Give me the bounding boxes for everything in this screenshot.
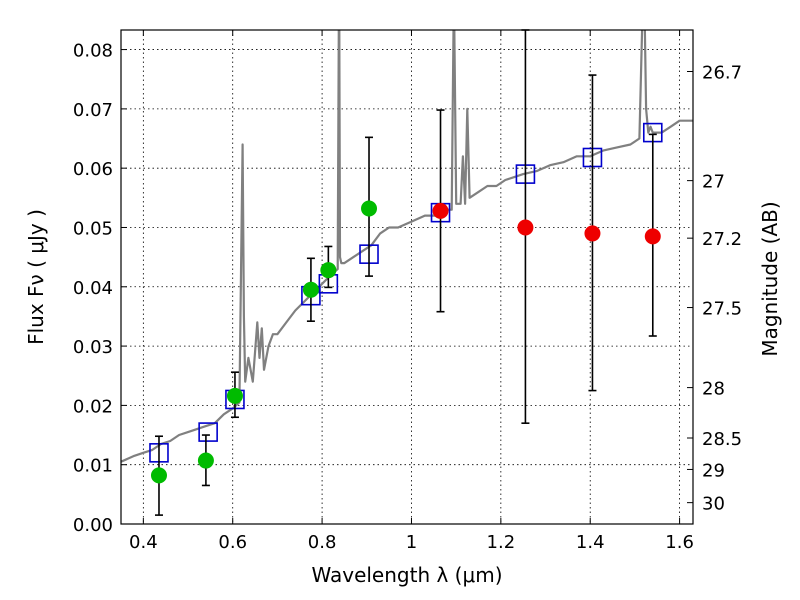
x-tick-label: 0.6 [218,532,247,553]
x-tick-label: 0.8 [308,532,337,553]
measured-flux-point [302,281,319,298]
magnitude-axis-label: Magnitude (AB) [758,201,782,356]
measured-flux-point [226,387,243,404]
y-axis-label: Flux Fν ( μJy ) [24,209,48,345]
mag-tick-label: 26.7 [702,63,742,84]
y-tick-label: 0.06 [73,159,113,180]
mag-tick-label: 28.5 [702,429,742,450]
measured-flux-point [320,262,337,279]
y-tick-label: 0.08 [73,41,113,62]
measured-flux-point [150,467,167,484]
measured-flux-point [584,225,601,242]
y-tick-label: 0.05 [73,218,113,239]
axis-ticks: 0.4 0.6 0.8 1 1.2 1.4 1.6 0.00 0.01 0.02 0.03 0.04 0… [73,30,742,553]
mag-tick-label: 27.2 [702,229,742,250]
x-tick-label: 1 [406,532,417,553]
spectrum-line [121,30,693,463]
x-tick-label: 0.4 [129,532,158,553]
y-tick-label: 0.00 [73,515,113,536]
mag-tick-label: 29 [702,460,725,481]
mag-tick-label: 27 [702,172,725,193]
plot-frame [120,29,694,525]
x-tick-label: 1.6 [665,532,694,553]
y-tick-label: 0.07 [73,100,113,121]
grid [121,30,693,524]
y-tick-label: 0.03 [73,337,113,358]
x-tick-label: 1.4 [576,532,605,553]
mag-tick-label: 28 [702,379,725,400]
y-tick-label: 0.01 [73,456,113,477]
y-tick-label: 0.02 [73,396,113,417]
error-bars [150,29,661,516]
measured-flux-point [517,219,534,236]
measured-flux-point [432,202,449,219]
x-axis-label: Wavelength λ (μm) [311,563,502,587]
mag-tick-label: 27.5 [702,299,742,320]
measured-flux-point [361,200,378,217]
y-tick-label: 0.04 [73,278,113,299]
model-photometry-point [198,422,218,442]
x-tick-label: 1.2 [487,532,516,553]
measured-flux-point [644,228,661,245]
measured-flux-point [197,452,214,469]
plot-area [121,30,693,463]
mag-tick-label: 30 [702,494,725,515]
